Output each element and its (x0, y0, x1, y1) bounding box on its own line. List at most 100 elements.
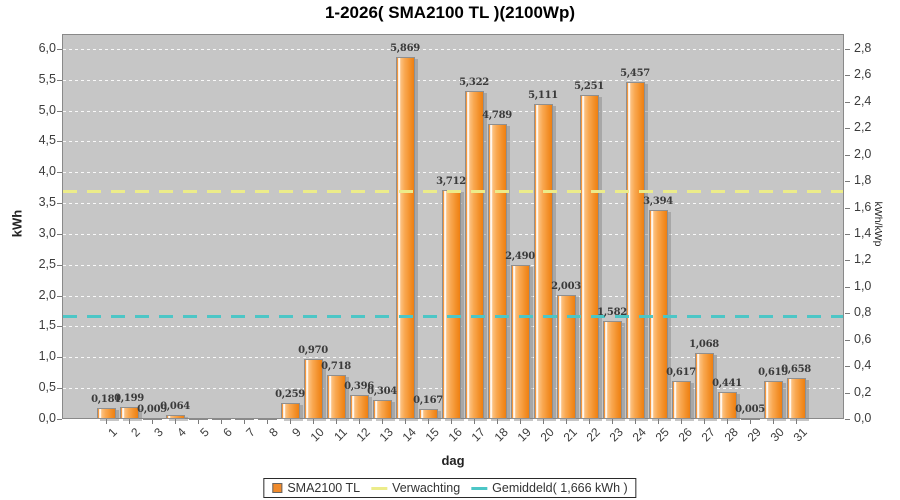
y-left-tick (57, 172, 62, 173)
x-tick-label: 13 (376, 425, 396, 445)
bar-day-14[interactable] (395, 57, 415, 419)
bar-value-label: 0,396 (344, 381, 374, 392)
x-tick-label: 15 (422, 425, 442, 445)
bar-day-28[interactable] (717, 392, 737, 419)
x-tick (543, 419, 544, 424)
bar-value-label: 5,111 (528, 90, 558, 101)
bar-day-2[interactable] (119, 407, 139, 419)
bar-value-label: 1,582 (597, 307, 627, 318)
x-tick (497, 419, 498, 424)
bar-day-19[interactable] (510, 265, 530, 419)
bar-day-11[interactable] (326, 375, 346, 419)
x-tick (474, 419, 475, 424)
bar-day-7[interactable] (234, 418, 254, 420)
y-right-tick (845, 155, 850, 156)
y-left-tick (57, 49, 62, 50)
bar-value-label: 0,199 (114, 393, 144, 404)
bar-value-label: 5,251 (574, 81, 604, 92)
x-tick-label: 23 (606, 425, 626, 445)
bar-day-8[interactable] (257, 418, 277, 420)
bar-day-24[interactable] (625, 82, 645, 419)
bar-day-30[interactable] (763, 381, 783, 419)
y-right-tick (845, 419, 850, 420)
x-tick (336, 419, 337, 424)
y-right-tick (845, 75, 850, 76)
gemiddeld-line (63, 315, 843, 318)
bar-day-26[interactable] (671, 381, 691, 419)
bar-value-label: 5,322 (459, 77, 489, 88)
bar-day-3[interactable] (142, 418, 162, 420)
y-right-tick (845, 260, 850, 261)
x-tick (382, 419, 383, 424)
bar-day-25[interactable] (648, 210, 668, 419)
bar-value-label: 1,068 (689, 339, 719, 350)
x-tick-label: 30 (767, 425, 787, 445)
y-left-tick-label: 5,5 (38, 72, 56, 86)
bar-value-label: 4,789 (482, 110, 512, 121)
x-tick-label: 22 (583, 425, 603, 445)
x-tick-label: 21 (560, 425, 580, 445)
bar-day-17[interactable] (464, 91, 484, 419)
bar-day-16[interactable] (441, 190, 461, 419)
x-tick (681, 419, 682, 424)
x-tick-label: 29 (744, 425, 764, 445)
x-tick (152, 419, 153, 424)
bar-day-21[interactable] (556, 295, 576, 419)
bar-day-12[interactable] (349, 395, 369, 419)
x-tick-label: 3 (151, 425, 166, 440)
bar-day-9[interactable] (280, 403, 300, 419)
y-right-tick-label: 1,4 (854, 226, 872, 240)
x-tick-label: 25 (652, 425, 672, 445)
y-right-tick (845, 49, 850, 50)
y-right-tick-label: 0,0 (854, 411, 872, 425)
x-tick-label: 7 (243, 425, 258, 440)
bar-day-13[interactable] (372, 400, 392, 419)
bar-value-label: 3,712 (436, 176, 466, 187)
y-right-tick (845, 287, 850, 288)
line-swatch-icon (371, 486, 388, 490)
bar-value-label: 3,394 (643, 196, 673, 207)
x-axis-title: dag (441, 453, 465, 468)
x-tick (290, 419, 291, 424)
bar-day-29[interactable] (740, 418, 760, 420)
bar-day-4[interactable] (165, 415, 185, 419)
x-tick (244, 419, 245, 424)
y-left-tick (57, 203, 62, 204)
bar-day-31[interactable] (786, 378, 806, 419)
y-left-tick-label: 2,5 (38, 257, 56, 271)
bar-day-27[interactable] (694, 353, 714, 419)
x-tick (175, 419, 176, 424)
bar-day-6[interactable] (211, 418, 231, 420)
y-left-tick (57, 326, 62, 327)
bar-day-5[interactable] (188, 418, 208, 420)
y-left-tick-label: 5,0 (38, 103, 56, 117)
bar-day-23[interactable] (602, 321, 622, 419)
x-tick-label: 11 (331, 425, 350, 444)
x-tick-label: 27 (698, 425, 718, 445)
y-right-tick (845, 208, 850, 209)
x-tick-label: 5 (197, 425, 212, 440)
y-left-tick-label: 1,5 (38, 318, 56, 332)
bar-day-10[interactable] (303, 359, 323, 419)
bar-day-1[interactable] (96, 408, 116, 419)
x-tick (750, 419, 751, 424)
y-left-tick (57, 296, 62, 297)
bar-value-label: 0,617 (666, 367, 696, 378)
bar-day-22[interactable] (579, 95, 599, 419)
y-left-tick (57, 419, 62, 420)
bar-day-15[interactable] (418, 409, 438, 419)
bar-value-label: 0,441 (712, 378, 742, 389)
y-right-tick-label: 0,2 (854, 385, 872, 399)
x-tick (612, 419, 613, 424)
y-left-tick (57, 357, 62, 358)
x-tick (635, 419, 636, 424)
bar-day-20[interactable] (533, 104, 553, 419)
bar-value-label: 0,259 (275, 389, 305, 400)
x-tick-label: 14 (399, 425, 419, 445)
y-left-tick-label: 1,0 (38, 349, 56, 363)
y-right-tick-label: 1,2 (854, 252, 872, 266)
y-left-tick-label: 0,0 (38, 411, 56, 425)
bar-day-18[interactable] (487, 124, 507, 419)
x-tick-label: 1 (105, 425, 120, 440)
